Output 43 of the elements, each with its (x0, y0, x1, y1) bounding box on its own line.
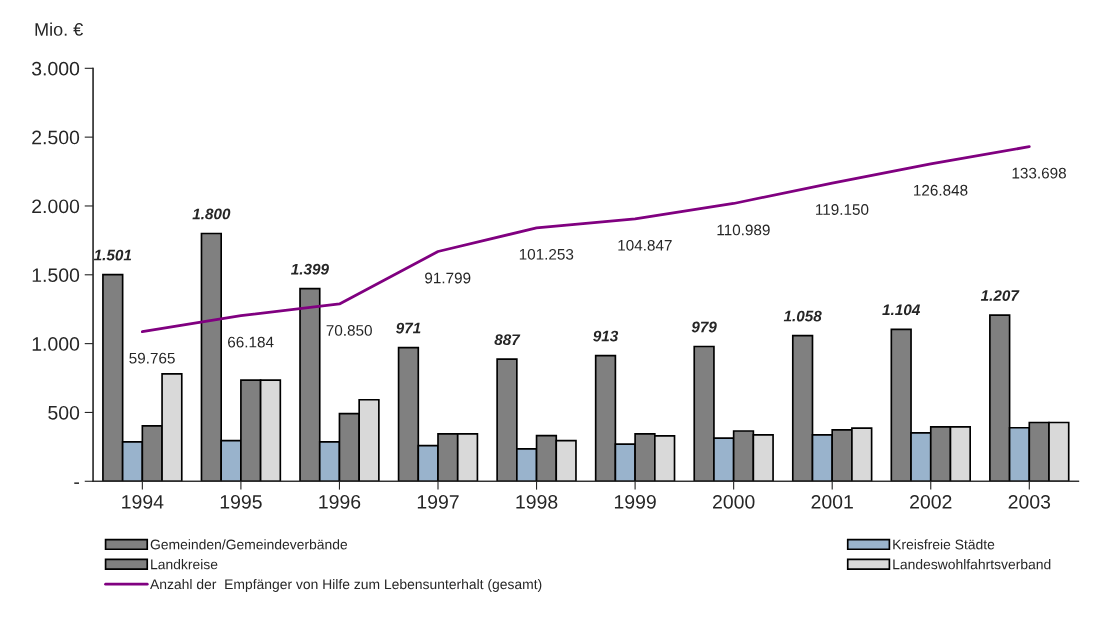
legend-label: Kreisfreie Städte (893, 539, 995, 550)
y-tick-label: 1.500 (32, 268, 80, 283)
y-tick-label: 3.000 (31, 61, 80, 76)
y-tick-label: 2.000 (32, 199, 80, 214)
data-label: 104.847 (618, 239, 672, 251)
data-label: 1.800 (192, 208, 231, 220)
legend-label: Landkreise (151, 559, 218, 570)
x-tick-label: 1996 (319, 494, 361, 509)
y-tick-label: 1.000 (32, 337, 80, 351)
x-tick-label: 1998 (516, 494, 558, 509)
x-tick-label: 1995 (220, 494, 262, 509)
data-label: 101.253 (519, 248, 574, 260)
x-tick-label: 2002 (910, 494, 952, 509)
y-axis-title: Mio. € (35, 22, 83, 36)
legend-label: Landeswohlfahrtsverband (893, 559, 1051, 570)
data-label: 59.765 (129, 352, 175, 364)
data-label: 1.104 (882, 304, 921, 316)
data-label: 1.399 (291, 263, 329, 275)
x-tick-label: 2000 (713, 494, 755, 509)
x-tick-label: 2003 (1008, 494, 1051, 509)
data-label: 1.207 (980, 290, 1020, 301)
y-tick-label: 2.500 (32, 130, 80, 145)
data-label: 1.058 (783, 310, 822, 322)
y-tick-label: 500 (48, 405, 80, 420)
data-label: 66.184 (228, 336, 274, 348)
data-label: 887 (494, 334, 521, 346)
data-label: 913 (593, 330, 619, 342)
data-label: 70.850 (326, 325, 372, 336)
data-label: 110.989 (717, 224, 770, 236)
data-label: 126.848 (914, 184, 968, 196)
data-label: 979 (691, 321, 717, 333)
legend-label: Anzahl der Empfänger von Hilfe zum Lebensunterhalt (gesamt) (150, 578, 542, 592)
x-tick-label: 1997 (417, 494, 459, 509)
y-tick-label: - (74, 482, 80, 484)
x-tick-label: 2001 (811, 494, 853, 509)
data-label: 133.698 (1012, 167, 1066, 179)
data-label: 119.150 (816, 204, 869, 215)
x-tick-label: 1994 (122, 494, 164, 509)
data-label: 91.799 (425, 272, 471, 284)
data-label: 1.501 (93, 249, 132, 261)
x-tick-label: 1999 (614, 494, 656, 509)
legend-label: Gemeinden/Gemeindeverbände (150, 539, 348, 550)
data-label: 971 (396, 322, 421, 334)
